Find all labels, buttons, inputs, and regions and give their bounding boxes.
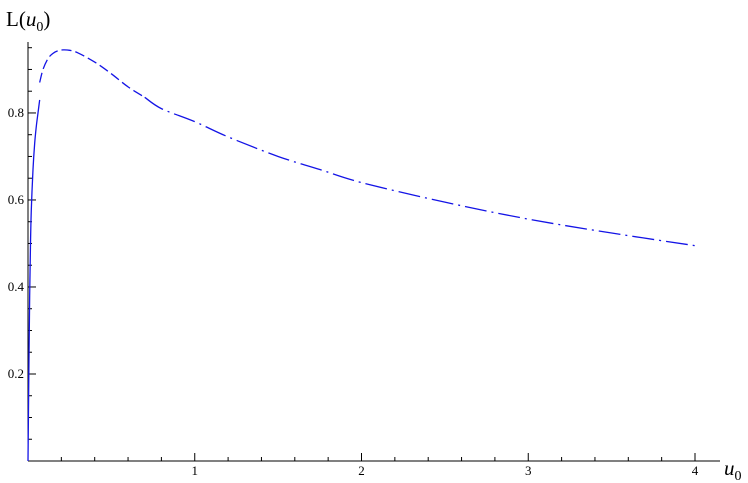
series-line-1-solid	[27, 99, 41, 462]
x-tick-label: 2	[358, 463, 365, 478]
y-axis: 0.2 0.4 0.6 0.8	[8, 42, 36, 461]
series-line-2-dashed	[39, 49, 146, 98]
y-tick-label: 0.2	[8, 366, 24, 381]
x-tick-label: 3	[525, 463, 532, 478]
y-tick-label: 0.8	[8, 105, 24, 120]
y-axis-title: L(u0)	[6, 7, 50, 35]
x-axis-title: u0	[724, 456, 742, 483]
x-axis: 1 2 3 4	[28, 453, 720, 478]
y-tick-label: 0.4	[8, 279, 25, 294]
series-line-3-dashdot	[144, 96, 696, 247]
x-tick-label: 1	[192, 463, 199, 478]
y-tick-label: 0.6	[8, 192, 25, 207]
x-tick-label: 4	[692, 463, 699, 478]
series-layer	[27, 49, 696, 462]
